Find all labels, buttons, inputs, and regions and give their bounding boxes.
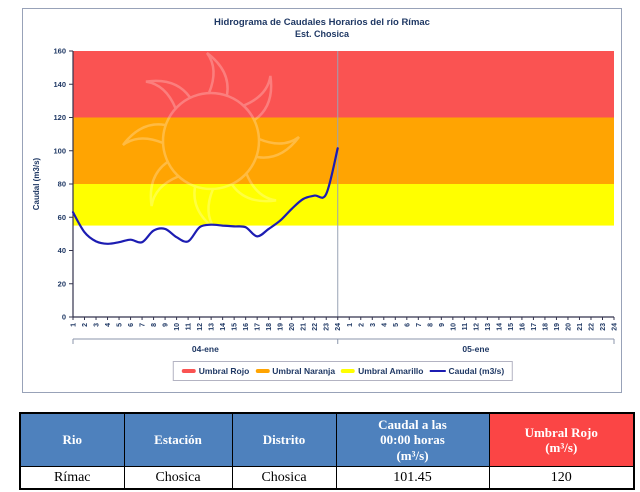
svg-text:100: 100 [53, 146, 66, 155]
svg-text:7: 7 [416, 323, 423, 327]
chart-title-line2: Est. Chosica [294, 28, 350, 39]
svg-text:140: 140 [53, 80, 66, 89]
legend-label: Umbral Amarillo [358, 366, 424, 376]
svg-text:0: 0 [62, 313, 66, 322]
svg-text:9: 9 [439, 323, 446, 327]
svg-text:2: 2 [358, 323, 365, 327]
col-header-umbral-rojo: Umbral Rojo (m³/s) [488, 412, 635, 467]
legend-label: Caudal (m3/s) [448, 366, 505, 376]
svg-text:21: 21 [301, 323, 308, 331]
svg-text:6: 6 [404, 323, 411, 327]
svg-text:8: 8 [151, 323, 158, 327]
svg-text:60: 60 [58, 213, 66, 222]
svg-text:4: 4 [105, 323, 112, 327]
cell-caudal: 101.45 [335, 466, 490, 490]
svg-text:23: 23 [324, 323, 331, 331]
svg-text:23: 23 [600, 323, 607, 331]
svg-text:12: 12 [473, 323, 480, 331]
svg-text:19: 19 [278, 323, 285, 331]
summary-table: Rio Estación Distrito Caudal a las 00:00… [19, 412, 635, 490]
svg-text:3: 3 [94, 323, 101, 327]
svg-text:Caudal (m3/s): Caudal (m3/s) [32, 157, 41, 210]
svg-text:3: 3 [370, 323, 377, 327]
svg-text:5: 5 [117, 323, 124, 327]
svg-text:12: 12 [197, 323, 204, 331]
chart-panel: Hidrograma de Caudales Horarios del río … [22, 8, 622, 393]
umbral-naranja-swatch [255, 368, 270, 374]
svg-text:17: 17 [255, 323, 262, 331]
svg-text:160: 160 [53, 47, 66, 56]
threshold-bands [73, 51, 614, 226]
svg-text:04-ene: 04-ene [192, 344, 219, 354]
svg-text:20: 20 [289, 323, 296, 331]
svg-text:16: 16 [243, 323, 250, 331]
svg-text:15: 15 [508, 323, 515, 331]
svg-text:18: 18 [542, 323, 549, 331]
svg-text:6: 6 [128, 323, 135, 327]
chart-title: Hidrograma de Caudales Horarios del río … [23, 17, 621, 40]
chart-title-line1: Hidrograma de Caudales Horarios del río … [214, 17, 430, 28]
svg-text:7: 7 [140, 323, 147, 327]
watermark-sun-icon [121, 52, 301, 231]
table-header-row: Rio Estación Distrito Caudal a las 00:00… [19, 412, 635, 467]
svg-text:2: 2 [82, 323, 89, 327]
legend-label: Umbral Naranja [272, 366, 336, 376]
svg-text:19: 19 [554, 323, 561, 331]
svg-text:18: 18 [266, 323, 273, 331]
svg-text:20: 20 [565, 323, 572, 331]
svg-text:10: 10 [450, 323, 457, 331]
col-header-rio: Rio [19, 412, 125, 467]
cell-distrito: Chosica [231, 466, 337, 490]
svg-text:14: 14 [496, 323, 503, 331]
svg-text:16: 16 [519, 323, 526, 331]
col-header-distrito: Distrito [231, 412, 337, 467]
svg-text:9: 9 [163, 323, 170, 327]
svg-text:24: 24 [612, 323, 619, 331]
svg-text:15: 15 [232, 323, 239, 331]
svg-text:24: 24 [335, 323, 342, 331]
svg-text:4: 4 [381, 323, 388, 327]
svg-text:8: 8 [427, 323, 434, 327]
legend-item: Caudal (m3/s) [429, 366, 504, 376]
umbral-amarillo-swatch [341, 368, 356, 374]
legend-item: Umbral Rojo [181, 366, 250, 376]
svg-text:80: 80 [58, 180, 66, 189]
svg-text:11: 11 [462, 323, 469, 331]
svg-text:17: 17 [531, 323, 538, 331]
cell-rio: Rímac [19, 466, 125, 490]
svg-text:22: 22 [312, 323, 319, 331]
cell-estacion: Chosica [123, 466, 233, 490]
svg-text:13: 13 [485, 323, 492, 331]
svg-text:5: 5 [393, 323, 400, 327]
svg-text:1: 1 [347, 323, 354, 327]
svg-text:13: 13 [209, 323, 216, 331]
svg-text:21: 21 [577, 323, 584, 331]
svg-text:22: 22 [588, 323, 595, 331]
umbral-rojo-swatch [181, 368, 196, 374]
svg-text:20: 20 [58, 279, 66, 288]
svg-text:11: 11 [186, 323, 193, 331]
col-header-estacion: Estación [123, 412, 233, 467]
caudal-m3-s--swatch [429, 369, 446, 373]
table-row: Rímac Chosica Chosica 101.45 120 [19, 466, 635, 490]
svg-text:40: 40 [58, 246, 66, 255]
legend-item: Umbral Naranja [255, 366, 335, 376]
legend-label: Umbral Rojo [198, 366, 250, 376]
cell-umbral-rojo: 120 [488, 466, 635, 490]
col-header-caudal: Caudal a las 00:00 horas (m³/s) [335, 412, 490, 467]
svg-text:10: 10 [174, 323, 181, 331]
legend-item: Umbral Amarillo [341, 366, 423, 376]
svg-text:120: 120 [53, 113, 66, 122]
chart-legend: Umbral Rojo Umbral Naranja Umbral Amarillo… [172, 361, 514, 381]
caudal-line-series [71, 147, 339, 245]
svg-text:1: 1 [71, 323, 78, 327]
svg-text:14: 14 [220, 323, 227, 331]
svg-text:05-ene: 05-ene [462, 344, 489, 354]
